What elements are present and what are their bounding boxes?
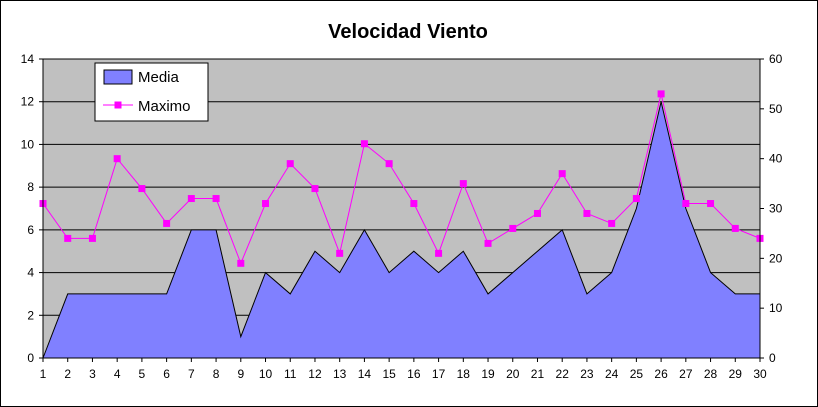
- data-point-maximo: [707, 200, 715, 208]
- data-point-maximo: [88, 234, 96, 242]
- y-tick-label-right: 50: [769, 102, 783, 116]
- data-point-maximo: [484, 239, 492, 247]
- y-tick-label-right: 30: [769, 202, 783, 216]
- data-point-maximo: [410, 200, 418, 208]
- data-point-maximo: [187, 195, 195, 203]
- y-tick-label-left: 6: [27, 223, 34, 237]
- x-tick-label: 10: [259, 367, 273, 381]
- data-point-maximo: [459, 180, 467, 188]
- data-point-maximo: [64, 234, 72, 242]
- y-tick-label-right: 60: [769, 52, 783, 66]
- y-tick-label-right: 0: [769, 351, 776, 365]
- y-tick-label-right: 10: [769, 301, 783, 315]
- data-point-maximo: [336, 249, 344, 257]
- data-point-maximo: [212, 195, 220, 203]
- x-tick-label: 1: [40, 367, 47, 381]
- data-point-maximo: [533, 209, 541, 217]
- y-tick-label-left: 2: [27, 308, 34, 322]
- x-tick-label: 15: [382, 367, 396, 381]
- data-point-maximo: [509, 224, 517, 232]
- x-tick-label: 6: [163, 367, 170, 381]
- y-tick-label-left: 4: [27, 266, 34, 280]
- x-tick-label: 16: [407, 367, 421, 381]
- x-tick-label: 29: [729, 367, 743, 381]
- x-tick-label: 9: [237, 367, 244, 381]
- data-point-maximo: [237, 259, 245, 267]
- x-tick-label: 14: [358, 367, 372, 381]
- x-tick-label: 30: [753, 367, 767, 381]
- x-tick-label: 21: [531, 367, 545, 381]
- x-tick-label: 24: [605, 367, 619, 381]
- data-point-maximo: [608, 219, 616, 227]
- y-tick-label-left: 12: [21, 95, 35, 109]
- legend-swatch-media: [103, 69, 133, 85]
- x-tick-label: 8: [213, 367, 220, 381]
- data-point-maximo: [632, 195, 640, 203]
- x-tick-label: 25: [630, 367, 644, 381]
- x-tick-label: 11: [284, 367, 297, 381]
- y-tick-label-right: 40: [769, 152, 783, 166]
- data-point-maximo: [583, 209, 591, 217]
- data-point-maximo: [113, 155, 121, 163]
- data-point-maximo: [435, 249, 443, 257]
- data-point-maximo: [262, 200, 270, 208]
- data-point-maximo: [311, 185, 319, 193]
- x-tick-label: 7: [188, 367, 195, 381]
- legend-label-maximo: Maximo: [138, 98, 191, 115]
- series-area-media: [43, 101, 760, 358]
- y-tick-label-left: 8: [27, 180, 34, 194]
- data-point-maximo: [682, 200, 690, 208]
- data-point-maximo: [163, 219, 171, 227]
- x-tick-label: 23: [580, 367, 594, 381]
- data-point-maximo: [286, 160, 294, 168]
- chart-title: Velocidad Viento: [328, 21, 488, 43]
- y-tick-label-left: 0: [27, 351, 34, 365]
- data-point-maximo: [138, 185, 146, 193]
- x-tick-label: 18: [457, 367, 471, 381]
- series-line-maximo: [42, 93, 761, 265]
- x-tick-label: 19: [481, 367, 495, 381]
- x-tick-label: 13: [333, 367, 347, 381]
- data-point-maximo: [731, 224, 739, 232]
- x-tick-label: 17: [432, 367, 446, 381]
- data-point-maximo: [385, 160, 393, 168]
- legend-swatch-maximo-marker: [114, 101, 122, 109]
- x-tick-label: 2: [64, 367, 71, 381]
- x-tick-label: 12: [308, 367, 322, 381]
- data-point-maximo: [657, 90, 665, 98]
- x-tick-label: 27: [679, 367, 693, 381]
- series-area-media-outline: [42, 101, 760, 359]
- x-tick-label: 28: [704, 367, 718, 381]
- x-tick-label: 4: [114, 367, 121, 381]
- x-tick-label: 5: [139, 367, 146, 381]
- y-tick-label-left: 14: [21, 52, 35, 66]
- x-tick-label: 20: [506, 367, 520, 381]
- y-tick-label-left: 10: [21, 137, 35, 151]
- data-point-maximo: [558, 170, 566, 178]
- x-tick-label: 26: [654, 367, 668, 381]
- legend-label-media: Media: [138, 69, 180, 86]
- x-tick-label: 22: [556, 367, 570, 381]
- x-tick-label: 3: [89, 367, 96, 381]
- data-point-maximo: [360, 140, 368, 148]
- y-tick-label-right: 20: [769, 251, 783, 265]
